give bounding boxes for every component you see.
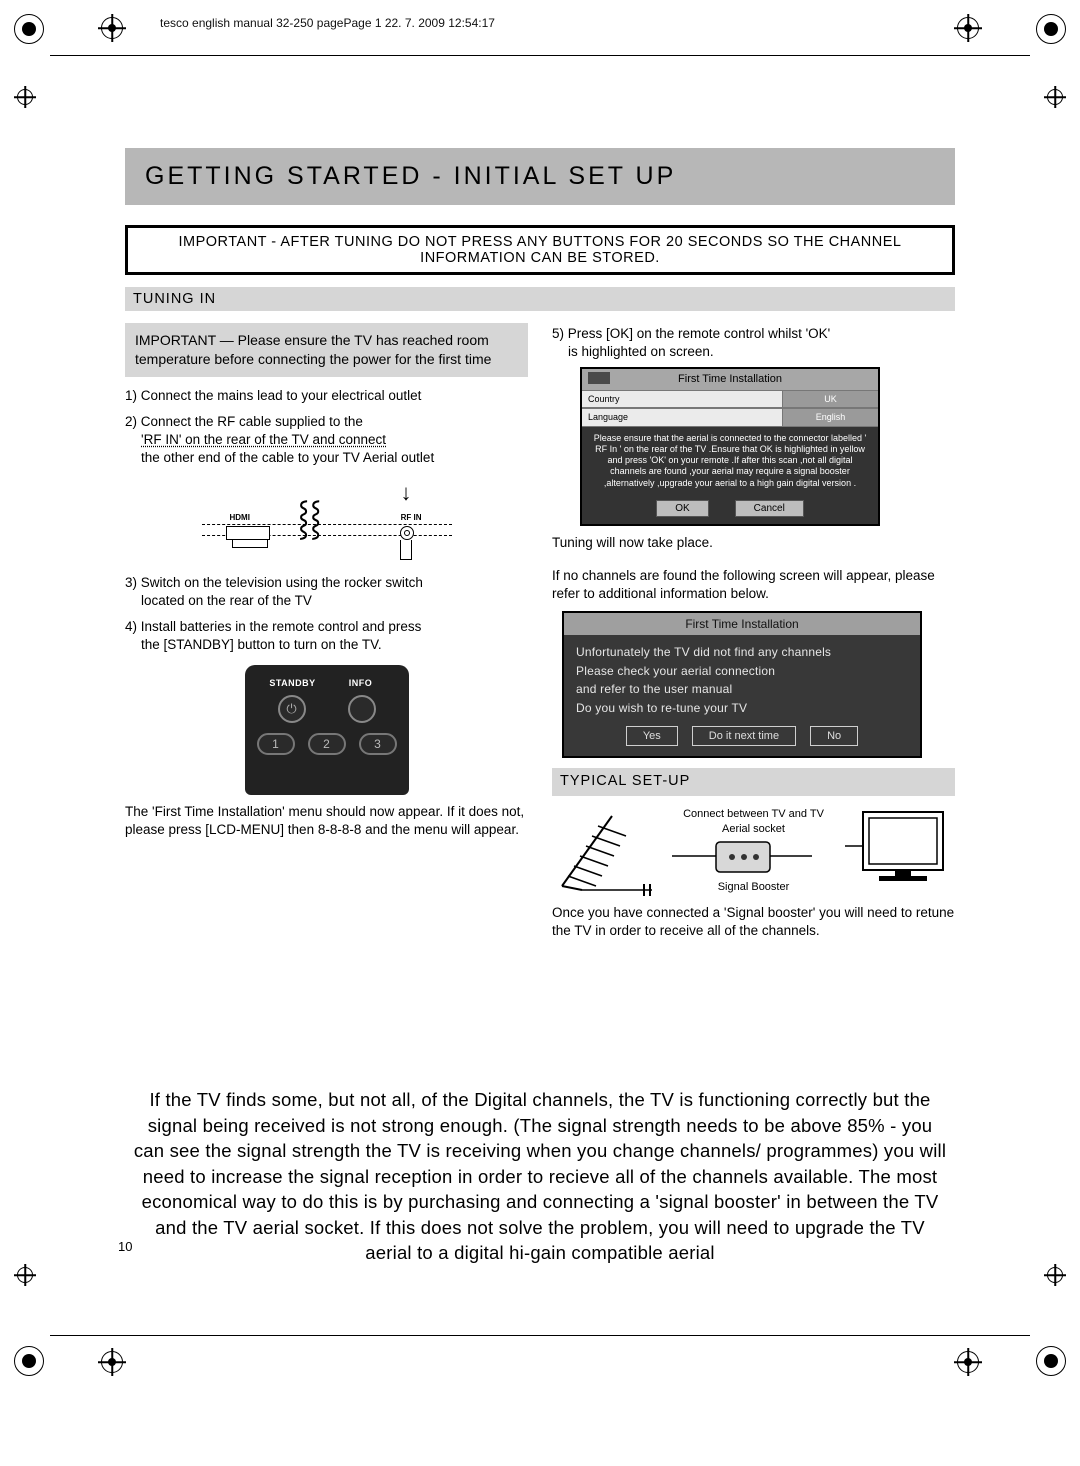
connect-label: Connect between TV and TV Aerial socket [672, 807, 835, 837]
first-time-installation-dialog: First Time Installation Country UK Langu… [580, 367, 880, 526]
remote-info-label: INFO [327, 677, 395, 689]
dialog-buttons: OK Cancel [582, 495, 878, 525]
manual-page: tesco english manual 32-250 pagePage 1 2… [0, 0, 1080, 1466]
diagram-labels: Connect between TV and TV Aerial socket … [672, 807, 835, 896]
right-column: 5) Press [OK] on the remote control whil… [552, 319, 955, 946]
tuning-now-text: Tuning will now take place. [552, 534, 955, 552]
crosshair-icon [954, 14, 982, 42]
dialog-row-language: Language English [582, 408, 878, 426]
msg-line: and refer to the user manual [576, 682, 732, 696]
step-text: 4) Install batteries in the remote contr… [125, 619, 421, 634]
separator [50, 1335, 1030, 1336]
registration-mark-icon [1036, 14, 1066, 44]
step-3: 3) Switch on the television using the ro… [125, 574, 528, 610]
registration-mark-icon [14, 14, 44, 44]
hdmi-label: HDMI [230, 513, 250, 524]
signal-booster-note: Once you have connected a 'Signal booste… [552, 904, 955, 940]
crosshair-icon [98, 1348, 126, 1376]
step-text: 5) Press [OK] on the remote control whil… [552, 326, 830, 341]
registration-mark-icon [14, 1346, 44, 1376]
footer-paragraph: If the TV finds some, but not all, of th… [130, 1087, 950, 1266]
separator [50, 55, 1030, 56]
signal-booster-label: Signal Booster [672, 880, 835, 895]
crosshair-icon [14, 86, 36, 108]
left-column: IMPORTANT — Please ensure the TV has rea… [125, 319, 528, 946]
important-temperature-note: IMPORTANT — Please ensure the TV has rea… [125, 323, 528, 377]
step-text: the other end of the cable to your TV Ae… [125, 449, 528, 467]
step-text: the [STANDBY] button to turn on the TV. [125, 636, 528, 654]
signal-booster-icon [672, 836, 812, 884]
language-value: English [782, 409, 878, 425]
hdmi-port-icon [226, 526, 270, 540]
rf-label: RF IN [401, 513, 422, 524]
no-button[interactable]: No [810, 726, 858, 747]
rf-port-icon [400, 526, 414, 540]
step-text: 3) Switch on the television using the ro… [125, 575, 423, 590]
crosshair-icon [98, 14, 126, 42]
remote-info-button [348, 695, 376, 723]
setup-steps: 1) Connect the mains lead to your electr… [125, 387, 528, 795]
no-channels-text: If no channels are found the following s… [552, 567, 955, 603]
rf-cable-icon [400, 540, 412, 560]
do-it-next-time-button[interactable]: Do it next time [692, 726, 796, 747]
country-label: Country [582, 391, 782, 407]
remote-button-1: 1 [257, 733, 295, 755]
section-heading-typical-setup: TYPICAL SET-UP [552, 768, 955, 796]
aerial-icon [552, 806, 662, 896]
msg-line: Unfortunately the TV did not find any ch… [576, 645, 831, 659]
hdmi-base [232, 540, 268, 548]
ok-button[interactable]: OK [656, 500, 708, 518]
dialog-title: First Time Installation [564, 613, 920, 635]
important-notice: IMPORTANT - AFTER TUNING DO NOT PRESS AN… [125, 225, 955, 275]
cancel-button[interactable]: Cancel [735, 500, 804, 518]
country-value: UK [782, 391, 878, 407]
dialog-title: First Time Installation [582, 369, 878, 390]
first-time-menu-note: The 'First Time Installation' menu shoul… [125, 803, 528, 839]
dialog-row-country: Country UK [582, 390, 878, 408]
language-label: Language [582, 409, 782, 425]
yes-button[interactable]: Yes [626, 726, 678, 747]
step-1: 1) Connect the mains lead to your electr… [125, 387, 528, 405]
crosshair-icon [954, 1348, 982, 1376]
remote-button-3: 3 [359, 733, 397, 755]
remote-standby-label: STANDBY [259, 677, 327, 689]
dialog-body: Please ensure that the aerial is connect… [582, 427, 878, 495]
remote-button-2: 2 [308, 733, 346, 755]
step-text: 1) Connect the mains lead to your electr… [125, 388, 421, 403]
msg-line: Please check your aerial connection [576, 664, 775, 678]
section-heading-tuning-in: TUNING IN [125, 287, 955, 311]
print-slug: tesco english manual 32-250 pagePage 1 2… [160, 16, 495, 30]
dialog-message: Unfortunately the TV did not find any ch… [564, 635, 920, 725]
dialog-buttons: Yes Do it next time No [564, 726, 920, 757]
crosshair-icon [14, 1264, 36, 1286]
step-text: 2) Connect the RF cable supplied to the [125, 414, 363, 429]
step-2: 2) Connect the RF cable supplied to the … [125, 413, 528, 566]
step-5: 5) Press [OK] on the remote control whil… [552, 325, 955, 361]
crosshair-icon [1044, 86, 1066, 108]
two-column-layout: IMPORTANT — Please ensure the TV has rea… [125, 319, 955, 946]
tv-icon [845, 806, 955, 896]
step-text: located on the rear of the TV [125, 592, 528, 610]
page-content: GETTING STARTED - INITIAL SET UP IMPORTA… [125, 148, 955, 946]
registration-mark-icon [1036, 1346, 1066, 1376]
page-title: GETTING STARTED - INITIAL SET UP [125, 148, 955, 205]
typical-setup-diagram: Connect between TV and TV Aerial socket … [552, 806, 955, 896]
arrow-down-icon: ↓ [401, 478, 412, 508]
step-4: 4) Install batteries in the remote contr… [125, 618, 528, 794]
step-text: 'RF IN' on the rear of the TV and connec… [125, 431, 528, 449]
no-channels-dialog: First Time Installation Unfortunately th… [562, 611, 922, 758]
power-glyph: ⏻ [286, 700, 296, 718]
rf-in-diagram: ↓ ⸾⸾ HDMI RF IN [202, 476, 452, 566]
msg-line: Do you wish to re-tune your TV [576, 701, 747, 715]
remote-power-icon: ⏻ [278, 695, 306, 723]
step-text: is highlighted on screen. [552, 344, 714, 359]
crosshair-icon [1044, 1264, 1066, 1286]
remote-control-diagram: STANDBY INFO ⏻ 1 2 3 [245, 665, 409, 795]
